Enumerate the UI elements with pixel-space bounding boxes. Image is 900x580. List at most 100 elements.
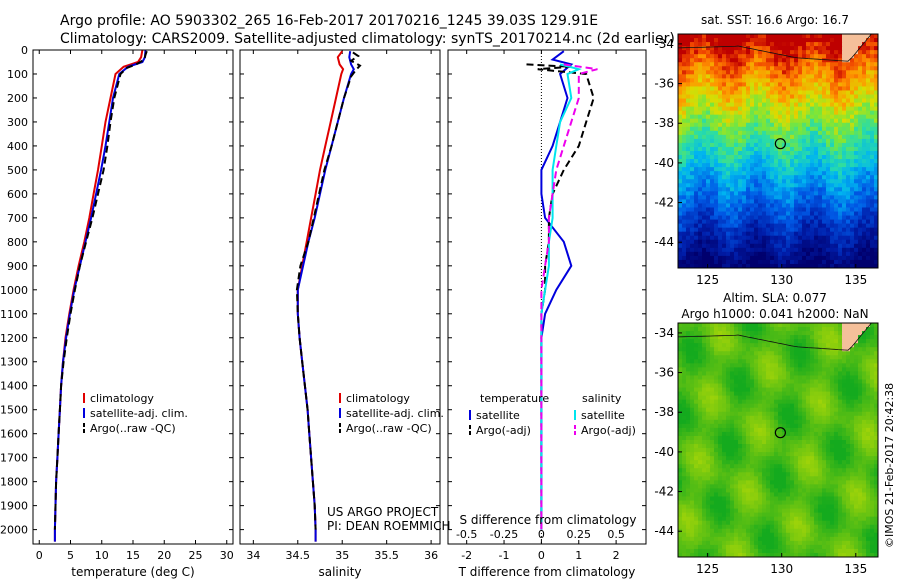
map-cell	[730, 243, 735, 249]
map-cell	[682, 239, 687, 245]
map-cell	[786, 58, 791, 63]
map-cell	[690, 243, 695, 249]
map-cell	[834, 359, 839, 364]
map-cell	[790, 155, 795, 160]
series-line	[295, 51, 362, 530]
map-cell	[814, 259, 819, 265]
map-cell	[822, 211, 827, 217]
map-cell	[802, 347, 807, 352]
map-cell	[806, 387, 811, 393]
map-cell	[702, 464, 707, 469]
map-cell	[734, 70, 739, 75]
map-cell	[870, 86, 875, 91]
map-cell	[786, 327, 791, 332]
map-cell	[690, 379, 695, 385]
map-cell	[834, 239, 839, 245]
map-cell	[858, 62, 863, 67]
map-cell	[830, 179, 835, 184]
map-cell	[694, 146, 699, 152]
map-cell	[690, 126, 695, 132]
x-tick-label: 5	[67, 549, 74, 562]
map-cell	[746, 423, 751, 429]
map-cell	[842, 435, 847, 441]
map-cell	[846, 460, 851, 465]
map-cell	[826, 411, 831, 417]
map-cell	[790, 444, 795, 449]
map-cell	[846, 231, 851, 237]
map-cell	[702, 359, 707, 364]
map-cell	[786, 163, 791, 168]
map-cell	[730, 114, 735, 120]
map-cell	[790, 399, 795, 405]
map-cell	[678, 399, 683, 405]
map-cell	[690, 448, 695, 453]
map-cell	[774, 355, 779, 360]
map-cell	[874, 263, 879, 269]
map-cell	[734, 359, 739, 364]
map-cell	[730, 122, 735, 128]
map-cell	[690, 211, 695, 217]
map-cell	[770, 58, 775, 63]
map-cell	[722, 86, 727, 91]
map-cell	[722, 355, 727, 360]
map-cell	[682, 367, 687, 372]
map-cell	[722, 468, 727, 473]
map-cell	[706, 38, 711, 43]
map-cell	[742, 219, 747, 225]
map-cell	[790, 339, 795, 344]
map-cell	[686, 163, 691, 168]
map-cell	[750, 114, 755, 120]
map-cell	[774, 146, 779, 152]
map-cell	[826, 415, 831, 421]
map-cell	[766, 34, 771, 39]
map-cell	[850, 219, 855, 225]
map-cell	[818, 86, 823, 91]
map-cell	[854, 46, 859, 51]
map-cell	[774, 86, 779, 91]
map-cell	[710, 327, 715, 332]
map-cell	[750, 98, 755, 104]
map-cell	[866, 94, 871, 100]
map-cell	[762, 102, 767, 108]
map-cell	[714, 351, 719, 356]
map-cell	[838, 251, 843, 257]
map-cell	[818, 347, 823, 352]
map-cell	[810, 387, 815, 393]
map-cell	[718, 114, 723, 120]
map-cell	[790, 383, 795, 389]
map-cell	[870, 42, 875, 47]
map-cell	[822, 126, 827, 132]
map-cell	[874, 339, 879, 344]
map-cell	[746, 452, 751, 457]
map-cell	[826, 42, 831, 47]
map-cell	[774, 118, 779, 124]
map-cell	[722, 440, 727, 445]
map-cell	[714, 387, 719, 393]
map-cell	[806, 38, 811, 43]
map-cell	[814, 42, 819, 47]
map-cell	[710, 379, 715, 385]
map-cell	[774, 387, 779, 393]
map-cell	[722, 379, 727, 385]
map-cell	[750, 444, 755, 449]
map-cell	[746, 399, 751, 405]
map-cell	[714, 110, 719, 116]
map-cell	[766, 227, 771, 233]
map-cell	[754, 110, 759, 116]
map-cell	[754, 251, 759, 257]
map-cell	[846, 183, 851, 188]
map-cell	[694, 415, 699, 421]
map-cell	[774, 179, 779, 184]
map-cell	[678, 223, 683, 229]
map-cell	[830, 199, 835, 204]
map-cell	[822, 452, 827, 457]
x-tick-label: 20	[157, 549, 171, 562]
map-cell	[750, 367, 755, 372]
map-cell	[694, 42, 699, 47]
map-cell	[710, 94, 715, 100]
map-cell	[826, 62, 831, 67]
map-cell	[750, 331, 755, 336]
map-cell	[846, 155, 851, 160]
map-cell	[866, 114, 871, 120]
map-cell	[694, 223, 699, 229]
